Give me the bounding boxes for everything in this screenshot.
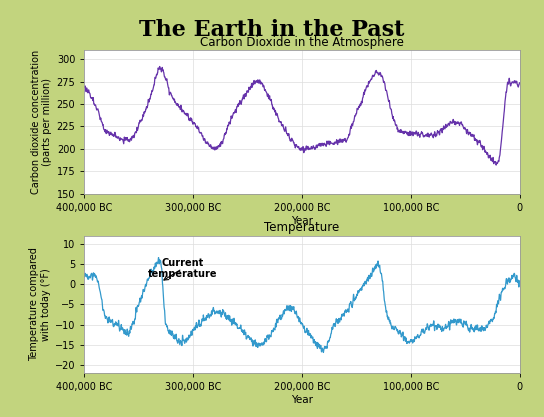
Text: The Earth in the Past: The Earth in the Past xyxy=(139,19,405,41)
X-axis label: Year: Year xyxy=(291,395,313,405)
Title: Carbon Dioxide in the Atmosphere: Carbon Dioxide in the Atmosphere xyxy=(200,36,404,49)
Title: Temperature: Temperature xyxy=(264,221,339,234)
X-axis label: Year: Year xyxy=(291,216,313,226)
Y-axis label: Temperature compared
with today (°F): Temperature compared with today (°F) xyxy=(29,247,51,362)
Y-axis label: Carbon dioxide concentration
(parts per million): Carbon dioxide concentration (parts per … xyxy=(31,50,52,194)
Text: Current
temperature: Current temperature xyxy=(147,258,217,280)
